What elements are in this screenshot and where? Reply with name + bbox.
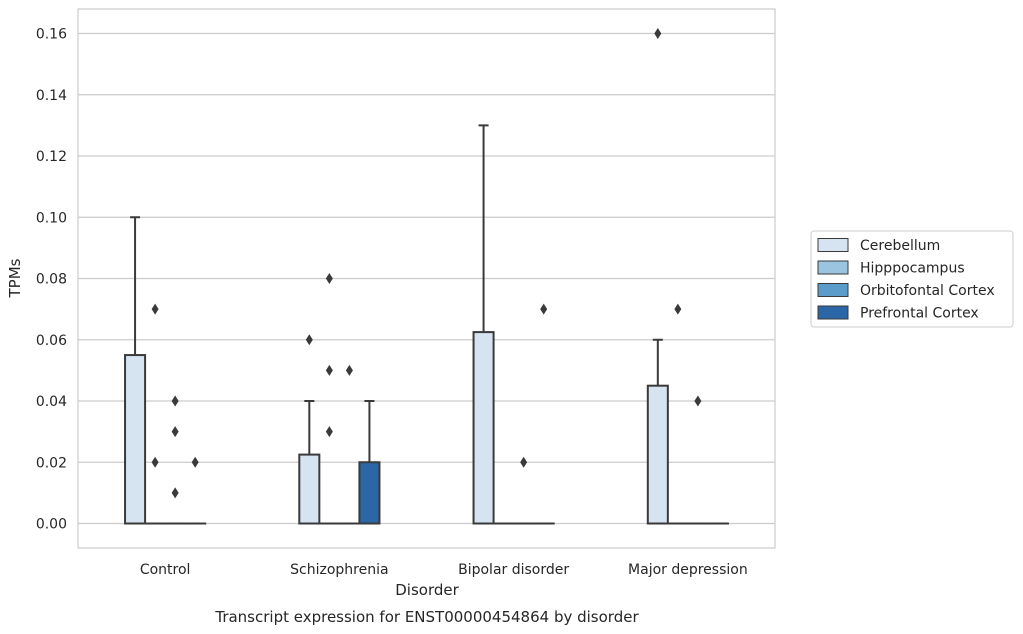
boxes <box>124 28 729 525</box>
outlier-point <box>540 303 548 315</box>
outlier-point <box>325 273 333 284</box>
outlier-point <box>520 456 528 468</box>
plot-area-frame <box>77 8 776 549</box>
legend-swatch <box>817 238 849 252</box>
outlier-point <box>674 303 682 315</box>
box-body <box>472 331 495 525</box>
chart-caption: Transcript expression for ENST0000045486… <box>214 608 639 626</box>
outlier-point <box>151 456 159 468</box>
box-cerebellum <box>646 28 669 525</box>
outlier-point <box>191 456 199 468</box>
y-tick-label: 0.06 <box>36 333 67 349</box>
y-tick-label: 0.16 <box>36 27 67 43</box>
legend-label: Orbitofontal Cortex <box>860 283 995 299</box>
box-hipppocampus <box>318 273 341 525</box>
box-orbitofontal-cortex <box>512 456 535 525</box>
box-orbitofontal-cortex <box>686 395 709 525</box>
outlier-point <box>694 395 702 407</box>
x-tick-label: Schizophrenia <box>290 562 388 578</box>
x-tick-label: Major depression <box>628 562 748 578</box>
y-tick-label: 0.12 <box>36 149 67 165</box>
x-tick-label: Control <box>140 562 191 578</box>
y-tick-labels: 0.00 0.02 0.04 0.06 0.08 0.10 0.12 0.14 0.16 <box>36 27 67 533</box>
x-tick-labels: Control Schizophrenia Bipolar disorder Majo… <box>140 562 748 578</box>
y-tick-label: 0.00 <box>36 517 67 533</box>
box-hipppocampus <box>144 303 167 525</box>
box-cerebellum <box>298 334 321 525</box>
legend-label: Cerebellum <box>860 238 940 254</box>
outlier-point <box>345 364 353 376</box>
box-prefrontal-cortex <box>184 456 207 525</box>
legend: Cerebellum Hipppocampus Orbitofontal Corte… <box>810 230 1014 328</box>
x-tick-label: Bipolar disorder <box>458 562 569 578</box>
legend-label: Hipppocampus <box>860 261 965 277</box>
y-tick-label: 0.14 <box>36 88 67 104</box>
outlier-point <box>171 426 179 438</box>
box-orbitofontal-cortex <box>338 364 361 525</box>
outlier-point <box>325 364 333 376</box>
outlier-point <box>151 303 159 315</box>
legend-frame <box>810 230 1014 328</box>
box-prefrontal-cortex <box>358 400 381 525</box>
box-body <box>124 354 147 525</box>
y-tick-label: 0.08 <box>36 272 67 288</box>
box-cerebellum <box>124 216 147 525</box>
legend-swatch <box>817 305 849 320</box>
box-body <box>298 453 321 525</box>
outlier-point <box>325 426 333 438</box>
legend-label: Prefrontal Cortex <box>860 306 979 322</box>
outlier-point <box>171 487 179 499</box>
y-axis-title: TPMs <box>6 258 24 298</box>
box-hipppocampus <box>666 303 689 525</box>
box-cerebellum <box>472 124 495 525</box>
y-tick-label: 0.02 <box>36 455 67 471</box>
outlier-point <box>654 28 662 39</box>
outlier-point <box>171 395 179 407</box>
legend-swatch <box>817 283 849 297</box>
legend-swatch <box>817 260 849 275</box>
gridlines <box>78 32 775 525</box>
y-tick-label: 0.10 <box>36 210 67 226</box>
outlier-point <box>305 334 313 346</box>
box-body <box>646 384 669 525</box>
y-tick-label: 0.04 <box>36 394 67 410</box>
box-prefrontal-cortex <box>532 303 555 525</box>
box-body <box>358 461 381 525</box>
x-axis-title: Disorder <box>395 581 459 599</box>
box-orbitofontal-cortex <box>164 395 187 525</box>
